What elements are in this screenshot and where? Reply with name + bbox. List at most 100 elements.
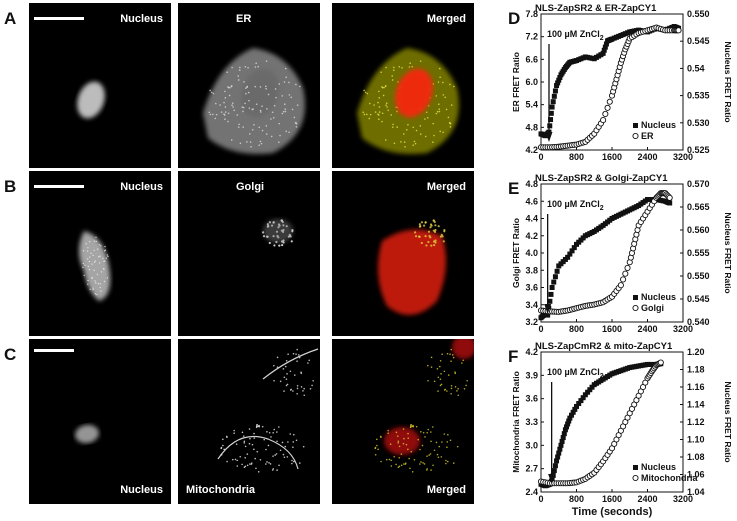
y-axis-label-left: Mitochondria FRET Ratio [511, 371, 521, 473]
y-axis-label-right: Nucleus FRET Ratio [723, 212, 733, 293]
micrograph-c-1: Nucleus [29, 339, 171, 504]
x-tick-label: 800 [569, 324, 584, 334]
nucleus-point [548, 110, 554, 116]
x-tick-label: 800 [569, 494, 584, 504]
micrograph-b-1: Nucleus [29, 171, 171, 336]
y-tick-label-right: 0.565 [687, 202, 710, 212]
y-tick-label-left: 7.2 [525, 32, 538, 42]
y-tick-label-right: 0.550 [687, 9, 710, 19]
y-tick-label-left: 3.9 [525, 370, 538, 380]
nucleus-point [552, 88, 558, 94]
organelle-point [675, 27, 682, 34]
nucleus-point [562, 427, 568, 433]
y-tick-label-right: 0.535 [687, 91, 710, 101]
y-tick-label-left: 7.8 [525, 9, 538, 19]
nucleus-point [601, 47, 607, 53]
x-tick-label: 2400 [637, 324, 657, 334]
panel-letter-a: A [4, 9, 17, 28]
scale-bar [34, 349, 74, 352]
nucleus-point [578, 398, 584, 404]
legend-label-organelle: ER [641, 131, 654, 141]
organelle-point [600, 117, 607, 124]
micrograph-a-3: Merged [332, 3, 474, 168]
y-tick-label-left: 3.3 [525, 417, 538, 427]
nucleus-point [569, 248, 575, 254]
nucleus-point [567, 415, 573, 421]
legend-label-nucleus: Nucleus [641, 120, 676, 130]
y-tick-label-right: 0.550 [687, 271, 710, 281]
legend-marker-organelle [632, 474, 639, 482]
organelle-point [657, 359, 664, 366]
y-tick-label-left: 3.6 [525, 283, 538, 293]
arrow-head [544, 304, 552, 314]
nucleus-point [549, 285, 555, 290]
nucleus-point [545, 312, 551, 318]
y-tick-label-right: 0.560 [687, 225, 710, 235]
micrograph-c-2: Mitochondria [178, 339, 320, 504]
panel-label: Golgi [236, 181, 265, 193]
y-tick-label-right: 0.525 [687, 145, 710, 155]
panel-label: Merged [426, 181, 466, 193]
organelle-point [604, 104, 611, 111]
nucleus-point [667, 200, 673, 206]
nucleus-point [574, 403, 579, 409]
nucleus-point [571, 245, 577, 251]
nucleus-point [551, 93, 557, 99]
x-tick-label: 1600 [602, 152, 622, 162]
arrow-head [548, 474, 556, 484]
nucleus-point [555, 454, 561, 460]
panel-letter-e: E [508, 179, 519, 198]
nucleus-point [552, 274, 558, 280]
nucleus-point [560, 435, 566, 441]
y-tick-label-right: 0.545 [687, 294, 710, 304]
x-axis-label: Time (seconds) [572, 506, 653, 518]
annotation-label: 100 µM ZnCl2 [547, 367, 604, 380]
organelle-point [624, 264, 631, 272]
nucleus-point [552, 463, 558, 469]
y-tick-label-left: 4.0 [525, 248, 538, 258]
nucleus-point [570, 409, 576, 415]
nucleus-point [549, 104, 555, 110]
nucleus-point [589, 384, 595, 390]
nucleus-point [551, 468, 557, 474]
panel-label: Merged [426, 13, 466, 25]
y-tick-label-right: 1.12 [687, 417, 705, 427]
y-tick-label-left: 6.6 [525, 54, 538, 64]
nucleus-point [557, 75, 563, 81]
micrograph-c-3: Merged [332, 339, 474, 504]
legend-label-organelle: Mitochondria [641, 473, 698, 483]
y-tick-label-right: 1.14 [687, 400, 705, 410]
nucleus-point [548, 117, 554, 123]
y-tick-label-right: 1.06 [687, 470, 705, 480]
y-tick-label-left: 4.8 [525, 122, 538, 132]
nucleus-point [572, 406, 578, 412]
chart-title: NLS-ZapCmR2 & mito-ZapCY1 [535, 341, 673, 352]
nucleus-point [600, 50, 606, 56]
panel-label: Nucleus [120, 484, 163, 496]
y-tick-label-right: 1.16 [687, 382, 705, 392]
panel-label: Merged [426, 484, 466, 496]
annotation-label: 100 µM ZnCl2 [547, 29, 604, 42]
arrow-head [545, 132, 553, 142]
y-tick-label-left: 4.6 [525, 196, 538, 206]
nucleus-point [554, 458, 560, 464]
y-axis-label-left: Golgi FRET Ratio [511, 218, 521, 288]
annotation-label: 100 µM ZnCl2 [547, 199, 604, 212]
legend-marker-nucleus [633, 295, 638, 300]
nucleus-point [551, 279, 557, 285]
legend-label-nucleus: Nucleus [641, 292, 676, 302]
scale-bar [34, 185, 84, 188]
nucleus-point [580, 395, 586, 401]
micrograph-b-3: Merged [332, 171, 474, 336]
legend-marker-organelle [632, 304, 639, 312]
x-tick-label: 0 [538, 494, 543, 504]
nucleus-point [554, 83, 560, 89]
organelle-point [606, 98, 613, 105]
nucleus-point [585, 389, 591, 395]
y-tick-label-left: 4.2 [525, 231, 538, 241]
nucleus-point [550, 99, 556, 105]
panel-label: Mitochondria [186, 484, 256, 496]
nucleus-point [565, 421, 571, 427]
y-tick-label-right: 1.04 [687, 487, 705, 497]
